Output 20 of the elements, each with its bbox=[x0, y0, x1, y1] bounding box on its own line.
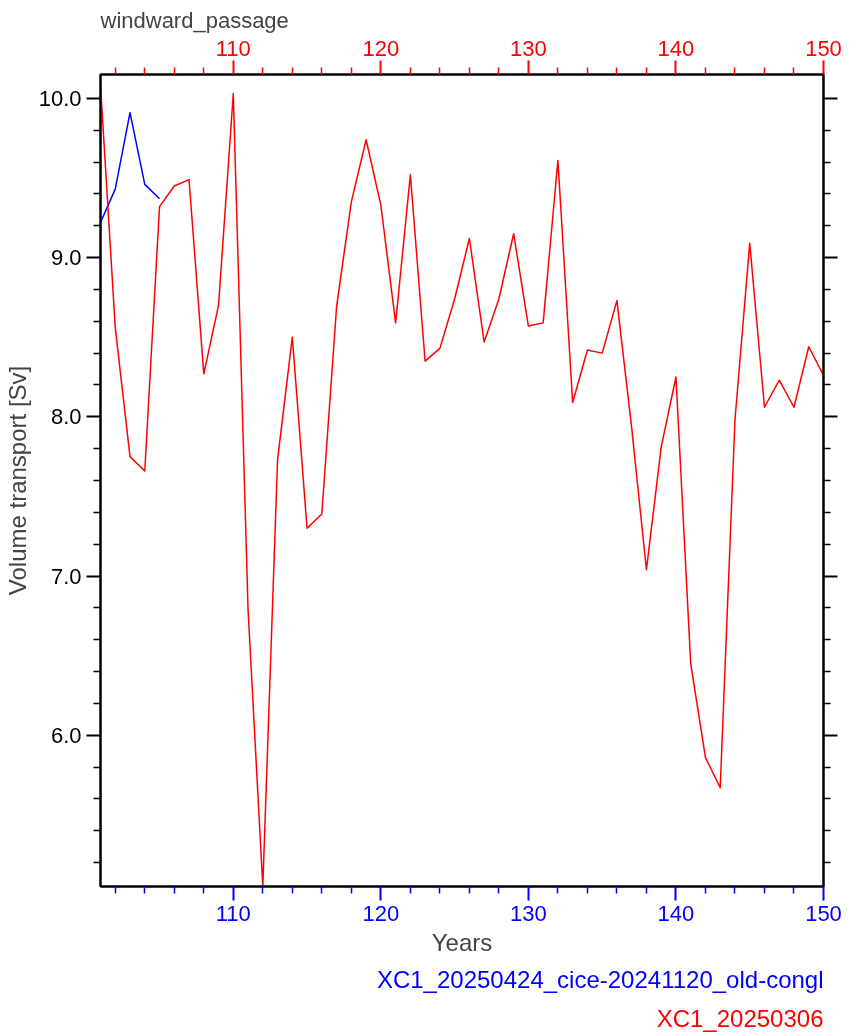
x-tick-label: 130 bbox=[510, 900, 547, 926]
x2-tick-label: 110 bbox=[215, 35, 251, 61]
text: XC1_20250424_cice-20241120_old-congl bbox=[376, 965, 824, 993]
y-tick-label: 7.0 bbox=[50, 563, 82, 589]
text: XC1_20250306 bbox=[656, 1004, 824, 1032]
x-tick-label: 140 bbox=[657, 900, 695, 926]
x-tick-label: 150 bbox=[805, 900, 842, 926]
y-tick-label: 9.0 bbox=[50, 245, 82, 271]
x2-tick-label: 120 bbox=[362, 35, 400, 61]
x2-tick-label: 140 bbox=[657, 35, 695, 61]
y-axis-title: Volume transport [Sv] bbox=[3, 365, 31, 596]
chart-title: windward_passage bbox=[99, 7, 289, 33]
y-tick-label: 8.0 bbox=[50, 404, 82, 430]
x-tick-label: 120 bbox=[362, 900, 400, 926]
x2-tick-label: 130 bbox=[510, 35, 547, 61]
x-tick-label: 110 bbox=[215, 900, 251, 926]
y-tick-label: 6.0 bbox=[50, 722, 82, 748]
x-axis-title: Years bbox=[431, 928, 493, 956]
y-tick-label: 10.0 bbox=[38, 85, 82, 111]
x2-tick-label: 150 bbox=[805, 35, 842, 61]
